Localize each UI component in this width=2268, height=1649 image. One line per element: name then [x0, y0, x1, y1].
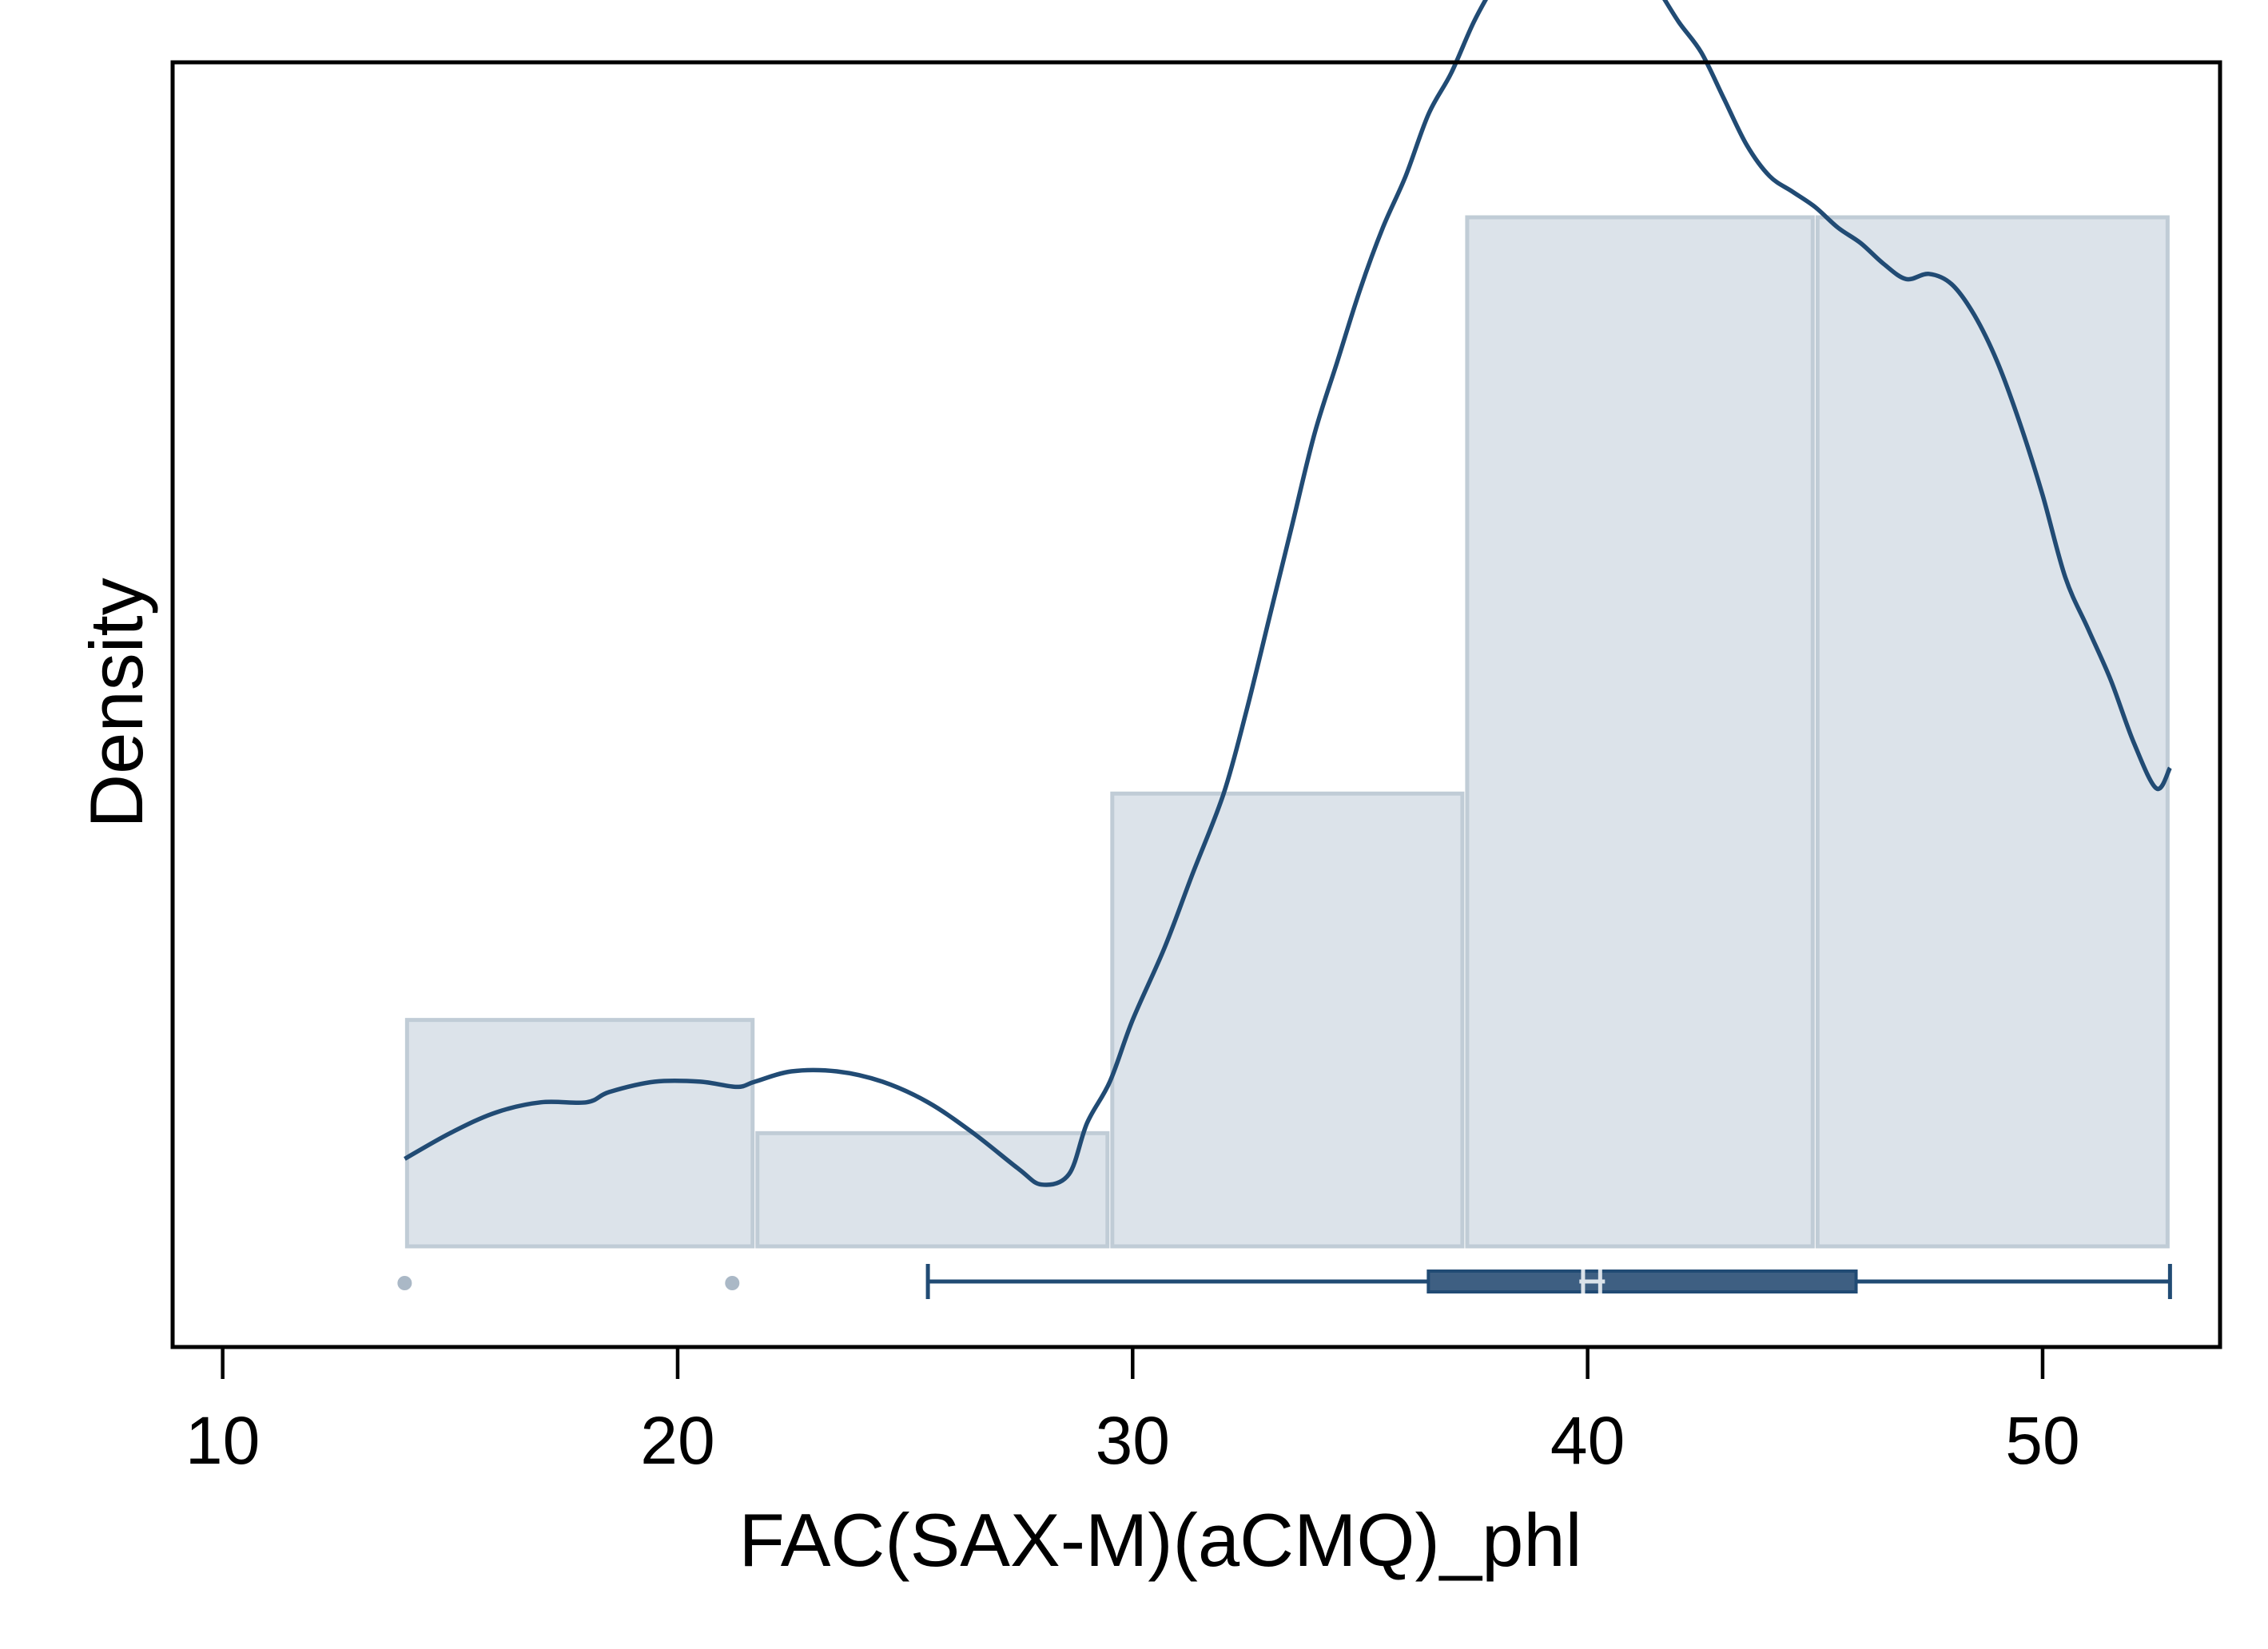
histogram-bar-1	[404, 1018, 755, 1249]
histogram-bar-4	[1465, 215, 1815, 1249]
histogram-bar-3	[1110, 791, 1465, 1249]
x-tick-label-20: 20	[640, 1403, 714, 1478]
histogram-bars	[404, 215, 2170, 1249]
boxplot-box	[1426, 1270, 1858, 1293]
x-axis-ticks: 10 20 30 40 50	[185, 1347, 2080, 1478]
histogram-bar-5	[1815, 215, 2170, 1249]
density-curve	[404, 0, 2172, 1187]
x-tick-label-10: 10	[185, 1403, 260, 1478]
boxplot-outlier-1	[397, 1276, 412, 1290]
boxplot-layer	[397, 1264, 2172, 1299]
boxplot-outlier-2	[725, 1276, 740, 1290]
y-axis-title: Density	[74, 578, 158, 828]
x-axis-title: FAC(SAX-M)(aCMQ)_phl	[738, 1498, 1582, 1582]
x-tick-label-30: 30	[1096, 1403, 1170, 1478]
histogram-bar-2	[755, 1130, 1110, 1249]
x-tick-label-40: 40	[1550, 1403, 1625, 1478]
x-tick-label-50: 50	[2005, 1403, 2079, 1478]
density-curve-layer	[404, 0, 2172, 1187]
plot-frame	[170, 60, 2222, 1349]
